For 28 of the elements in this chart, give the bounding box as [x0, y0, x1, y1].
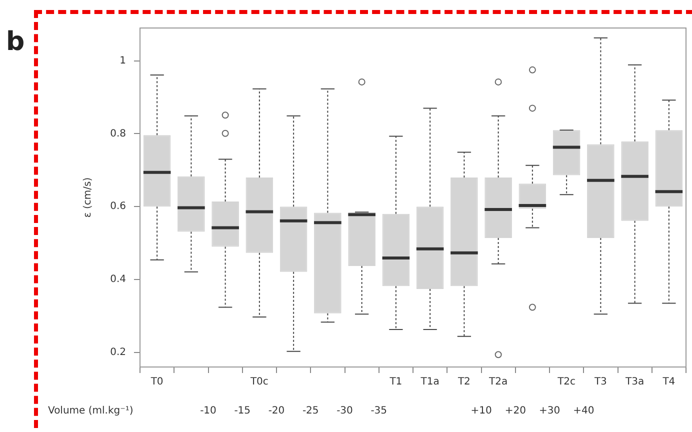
y-tick-label: 0.2 — [110, 347, 126, 358]
x-tick-label: T4 — [662, 376, 676, 388]
x-tick-label: T2 — [456, 376, 470, 388]
x-tick-label: T3a — [624, 376, 644, 388]
x-tick-label: T2a — [488, 376, 508, 388]
y-tick-label: 0.4 — [110, 274, 126, 286]
x-tick-label: T0 — [150, 376, 164, 388]
text: -15 — [234, 406, 251, 417]
y-tick-label: 0.6 — [110, 201, 126, 212]
text: +20 — [504, 406, 526, 417]
text: -10 — [200, 406, 216, 417]
text: -25 — [302, 406, 319, 417]
text: b — [6, 26, 25, 57]
text: +30 — [538, 406, 560, 417]
text: +10 — [470, 406, 492, 417]
y-tick-label: 1 — [120, 55, 126, 66]
y-tick-label: 0.8 — [110, 128, 126, 140]
text: -35 — [370, 406, 388, 417]
text: Volume (ml.kg⁻¹) — [48, 406, 134, 417]
x-tick-label: T1 — [388, 376, 402, 388]
y-axis-title: ε (cm/s) — [82, 177, 94, 218]
text: -30 — [336, 406, 353, 417]
text: -20 — [268, 406, 285, 417]
x-tick-label: T3 — [593, 376, 607, 388]
x-tick-label: T2c — [556, 376, 576, 388]
text: +40 — [573, 406, 594, 417]
x-tick-label: T1a — [420, 376, 440, 388]
x-tick-label: T0c — [249, 376, 268, 388]
